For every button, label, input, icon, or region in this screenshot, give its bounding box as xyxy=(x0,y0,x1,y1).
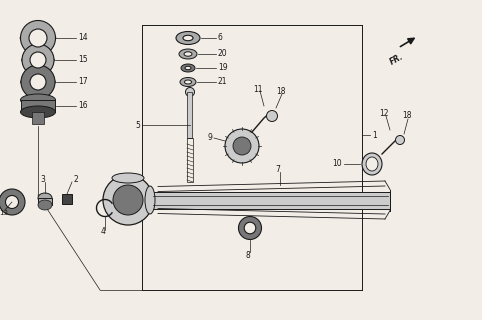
Ellipse shape xyxy=(21,77,55,87)
Text: 18: 18 xyxy=(402,111,412,121)
Text: 19: 19 xyxy=(218,63,228,73)
Text: 21: 21 xyxy=(218,77,228,86)
Ellipse shape xyxy=(366,157,378,171)
Text: 1: 1 xyxy=(372,131,377,140)
Ellipse shape xyxy=(20,33,56,43)
Circle shape xyxy=(186,87,195,97)
Circle shape xyxy=(21,65,55,99)
Text: 2: 2 xyxy=(74,175,79,185)
Ellipse shape xyxy=(21,94,55,106)
Bar xyxy=(187,138,193,182)
Circle shape xyxy=(103,175,153,225)
Circle shape xyxy=(21,20,55,55)
Text: 4: 4 xyxy=(101,228,106,236)
Circle shape xyxy=(30,74,46,90)
Circle shape xyxy=(5,196,18,209)
Ellipse shape xyxy=(179,49,197,59)
Bar xyxy=(187,92,192,138)
Bar xyxy=(32,112,44,124)
Ellipse shape xyxy=(362,153,382,175)
Ellipse shape xyxy=(185,66,191,70)
Ellipse shape xyxy=(176,31,200,44)
Text: 9: 9 xyxy=(207,133,212,142)
Bar xyxy=(21,100,55,112)
Ellipse shape xyxy=(145,186,155,214)
Circle shape xyxy=(233,137,251,155)
Circle shape xyxy=(267,110,278,122)
Text: FR.: FR. xyxy=(388,52,405,67)
Text: 11: 11 xyxy=(253,84,263,93)
Ellipse shape xyxy=(181,64,195,72)
Circle shape xyxy=(244,222,256,234)
Circle shape xyxy=(29,29,47,47)
Ellipse shape xyxy=(22,55,54,65)
Bar xyxy=(62,194,72,204)
Circle shape xyxy=(396,135,404,145)
Text: 18: 18 xyxy=(276,86,286,95)
Ellipse shape xyxy=(112,173,144,183)
Circle shape xyxy=(239,217,262,239)
Circle shape xyxy=(0,189,25,215)
Ellipse shape xyxy=(38,200,52,210)
Ellipse shape xyxy=(180,77,196,86)
Ellipse shape xyxy=(184,52,192,56)
Circle shape xyxy=(22,44,54,76)
Text: 5: 5 xyxy=(135,121,140,130)
Circle shape xyxy=(30,52,46,68)
Bar xyxy=(38,198,52,205)
Text: 10: 10 xyxy=(333,159,342,169)
Ellipse shape xyxy=(38,193,52,203)
Text: 3: 3 xyxy=(40,175,45,185)
Bar xyxy=(148,191,390,209)
Ellipse shape xyxy=(21,106,55,118)
Text: 8: 8 xyxy=(246,251,250,260)
Circle shape xyxy=(113,185,143,215)
Text: 6: 6 xyxy=(218,34,223,43)
Text: 15: 15 xyxy=(78,55,88,65)
Ellipse shape xyxy=(185,80,191,84)
Text: 7: 7 xyxy=(276,165,281,174)
Text: 14: 14 xyxy=(78,34,88,43)
Ellipse shape xyxy=(183,35,193,41)
Text: 20: 20 xyxy=(218,50,228,59)
Text: 12: 12 xyxy=(379,109,389,118)
Text: 17: 17 xyxy=(78,77,88,86)
Text: 16: 16 xyxy=(78,101,88,110)
Circle shape xyxy=(225,129,259,163)
Text: 13: 13 xyxy=(0,210,9,216)
